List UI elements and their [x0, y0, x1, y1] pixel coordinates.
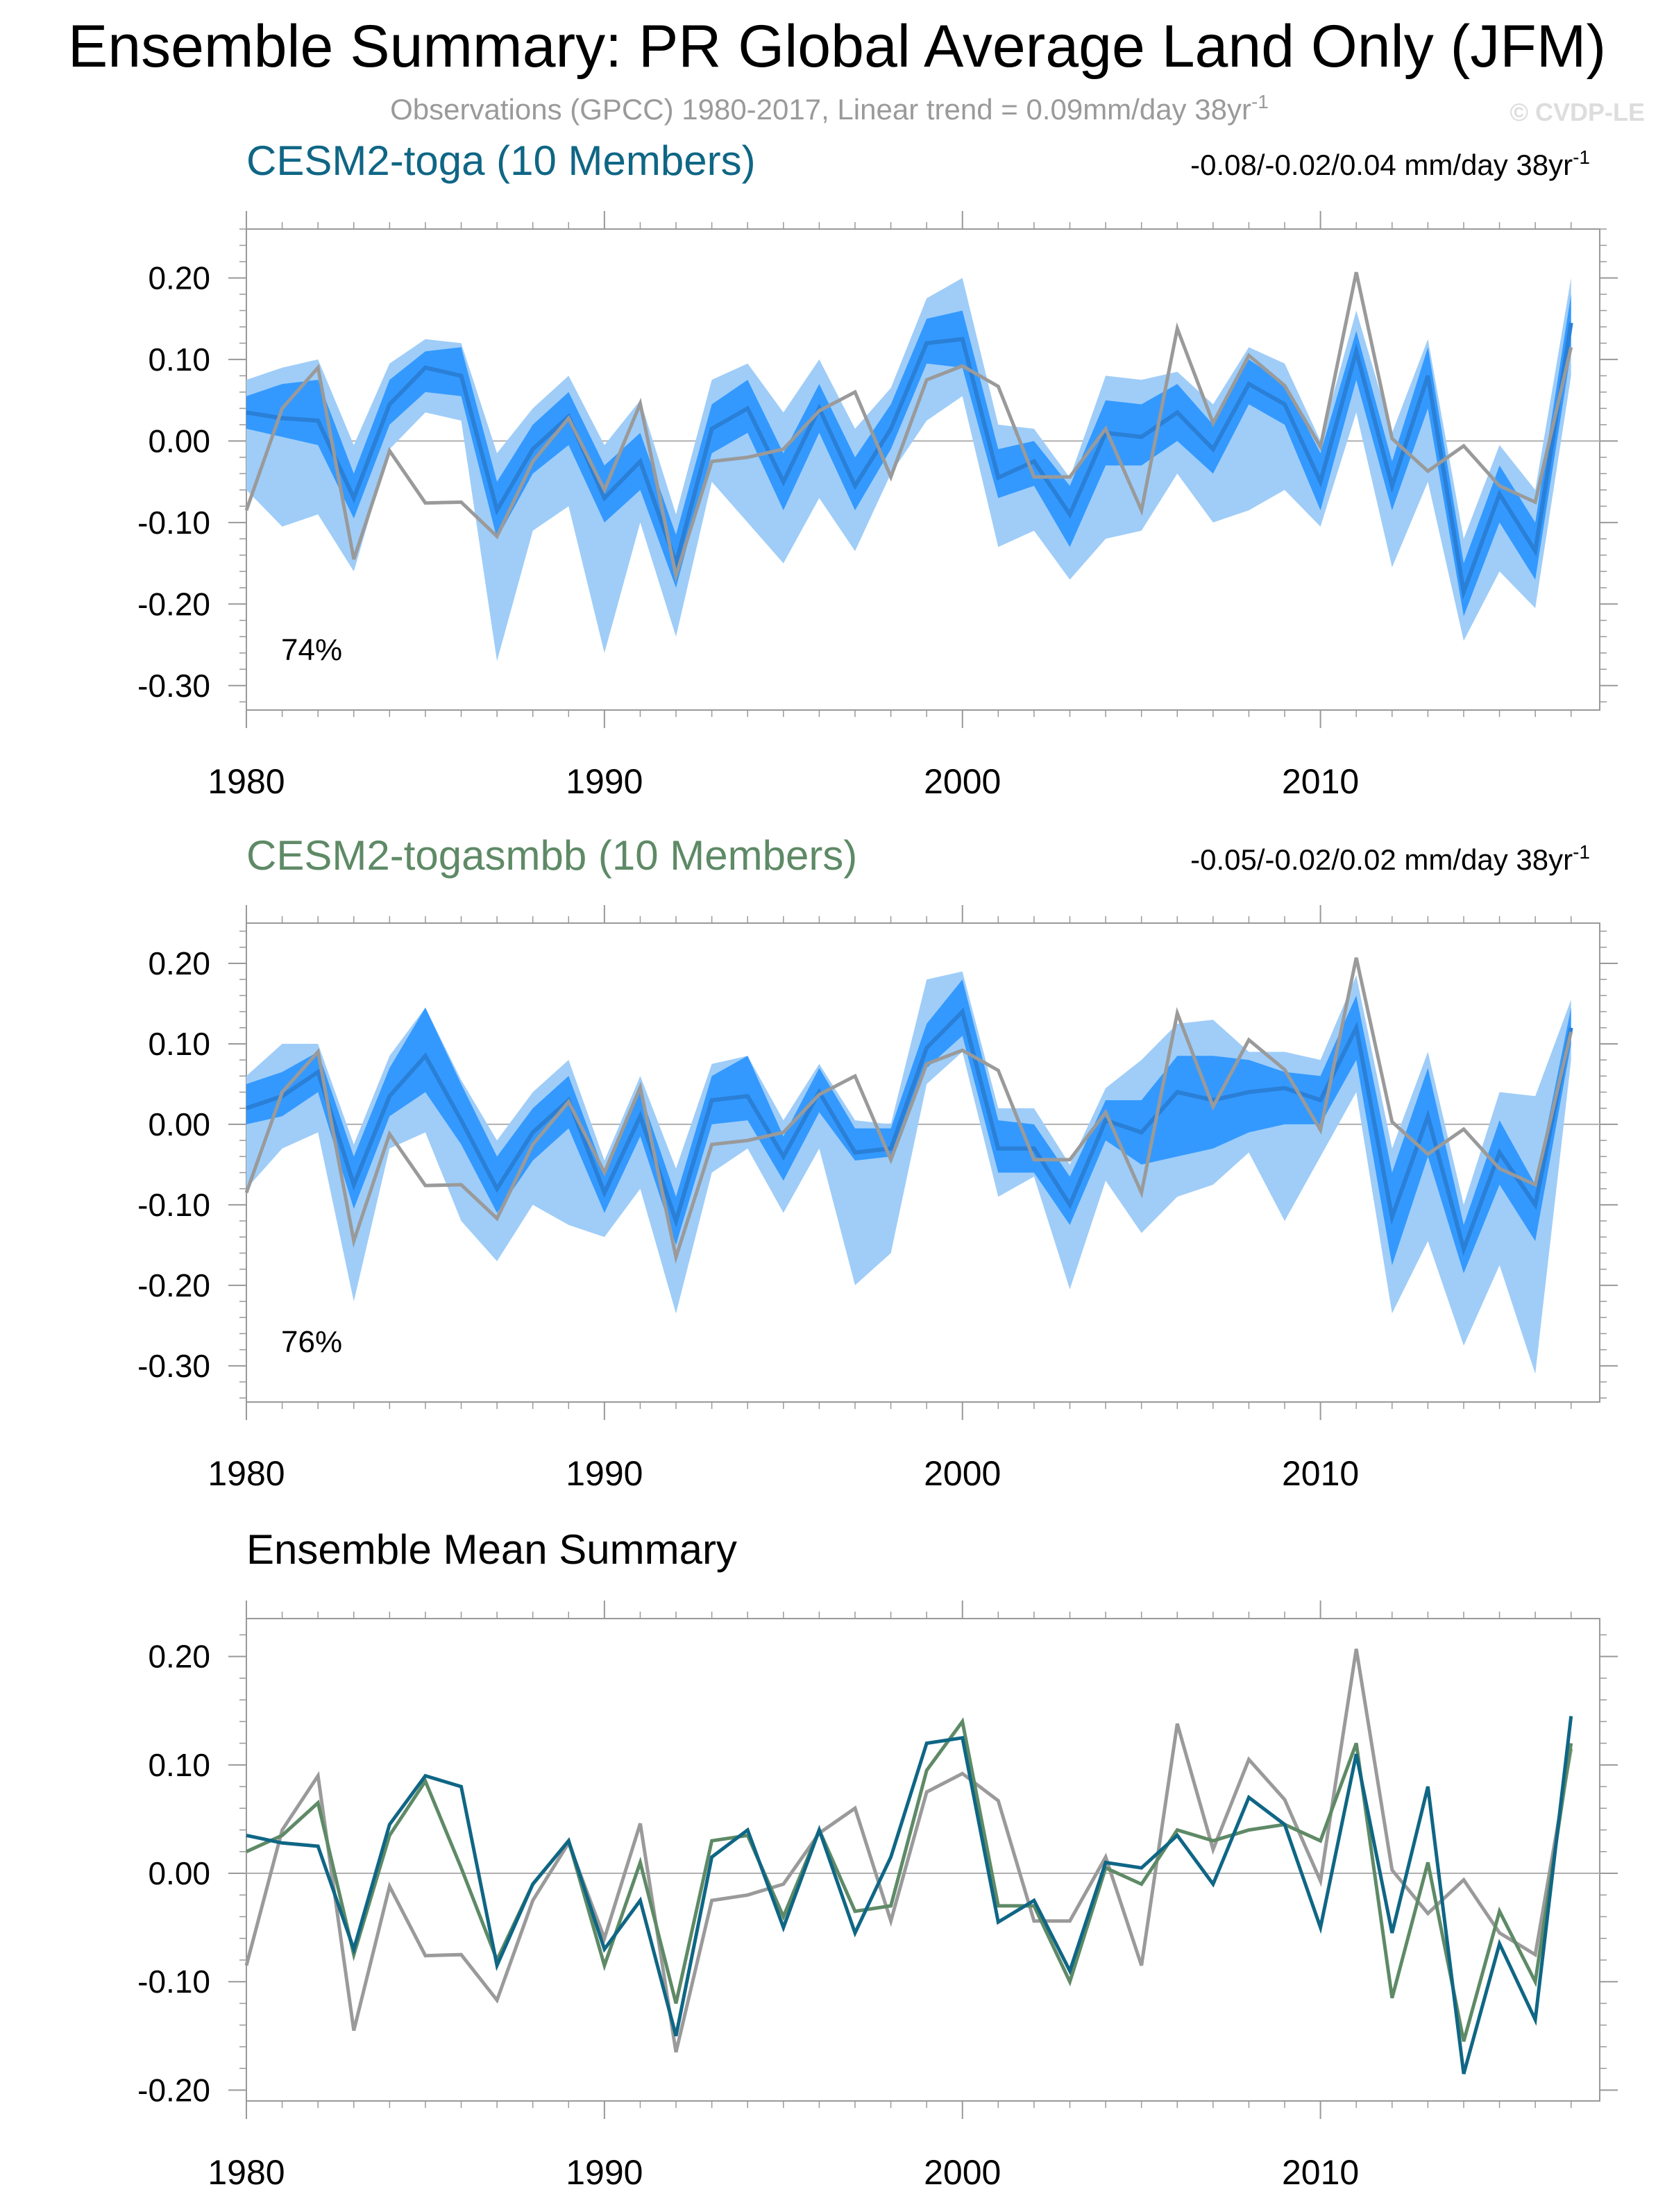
y-tick-label: 0.00	[148, 423, 210, 459]
x-tick-label: 2010	[1282, 762, 1359, 801]
ensemble-range-band	[246, 278, 1571, 661]
y-tick-label: -0.10	[137, 505, 210, 541]
series-line-cesm2-togasmbb	[245, 1717, 1573, 2042]
x-tick-label: 1990	[566, 762, 643, 801]
panel-2: CESM2-togasmbb (10 Members) -0.05/-0.02/0…	[137, 832, 1618, 1493]
panel-title: CESM2-togasmbb (10 Members)	[246, 832, 857, 879]
y-tick-label: 0.00	[148, 1855, 210, 1891]
x-tick-label: 2010	[1282, 1454, 1359, 1493]
y-tick-label: 0.20	[148, 945, 210, 981]
trend-superscript: -1	[1573, 841, 1590, 863]
trend-superscript: -1	[1573, 146, 1590, 168]
panel-trend-label: -0.08/-0.02/0.04 mm/day 38yr-1	[1190, 146, 1590, 181]
subtitle-superscript: -1	[1251, 91, 1269, 112]
y-tick-label: -0.10	[137, 1964, 210, 2000]
ensemble-mean-line	[246, 1007, 1573, 1256]
x-tick-label: 1980	[208, 762, 285, 801]
x-tick-label: 1980	[208, 1454, 285, 1493]
observations-line	[244, 271, 1573, 583]
x-tick-label: 1990	[566, 2153, 643, 2192]
trend-text: -0.08/-0.02/0.04 mm/day 38yr	[1190, 149, 1573, 181]
x-tick-label: 1980	[208, 2153, 285, 2192]
x-tick-label: 2010	[1282, 2153, 1359, 2192]
figure-subtitle: Observations (GPCC) 1980-2017, Linear tr…	[390, 91, 1269, 126]
y-tick-label: -0.10	[137, 1187, 210, 1223]
y-tick-label: -0.30	[137, 668, 210, 704]
panels: CESM2-toga (10 Members) -0.08/-0.02/0.04 …	[137, 137, 1618, 2192]
series-line-cesm2-toga	[246, 1716, 1573, 2075]
panel-title: Ensemble Mean Summary	[246, 1526, 737, 1573]
figure-title: Ensemble Summary: PR Global Average Land…	[68, 13, 1606, 80]
y-tick-label: 0.20	[148, 1639, 210, 1675]
percent-label: 74%	[281, 633, 342, 667]
x-tick-label: 1990	[566, 1454, 643, 1493]
y-tick-label: -0.20	[137, 1267, 210, 1303]
percent-label: 76%	[281, 1325, 342, 1359]
panel-1: CESM2-toga (10 Members) -0.08/-0.02/0.04 …	[137, 137, 1618, 801]
trend-text: -0.05/-0.02/0.02 mm/day 38yr	[1190, 843, 1573, 876]
x-tick-label: 2000	[924, 1454, 1001, 1493]
x-tick-label: 2000	[924, 762, 1001, 801]
y-tick-label: 0.10	[148, 1747, 210, 1783]
subtitle-text: Observations (GPCC) 1980-2017, Linear tr…	[390, 93, 1251, 126]
panel-title: CESM2-toga (10 Members)	[246, 137, 756, 184]
watermark: © CVDP-LE	[1510, 98, 1645, 126]
series-line-observations-gpcc-	[244, 1648, 1573, 2053]
y-tick-label: 0.10	[148, 1026, 210, 1062]
y-tick-label: 0.20	[148, 260, 210, 296]
x-tick-label: 2000	[924, 2153, 1001, 2192]
y-tick-label: -0.20	[137, 2072, 210, 2108]
panel-trend-label: -0.05/-0.02/0.02 mm/day 38yr-1	[1190, 841, 1590, 876]
panel-3: Ensemble Mean Summary -0.20 -0.10 0.00 0.10 0…	[137, 1526, 1618, 2192]
y-tick-label: -0.30	[137, 1348, 210, 1384]
y-tick-label: 0.10	[148, 341, 210, 378]
ensemble-mean-line	[246, 322, 1573, 600]
y-tick-label: 0.00	[148, 1106, 210, 1142]
y-tick-label: -0.20	[137, 586, 210, 622]
plot-frame	[246, 1618, 1600, 2102]
observations-line	[244, 957, 1573, 1265]
